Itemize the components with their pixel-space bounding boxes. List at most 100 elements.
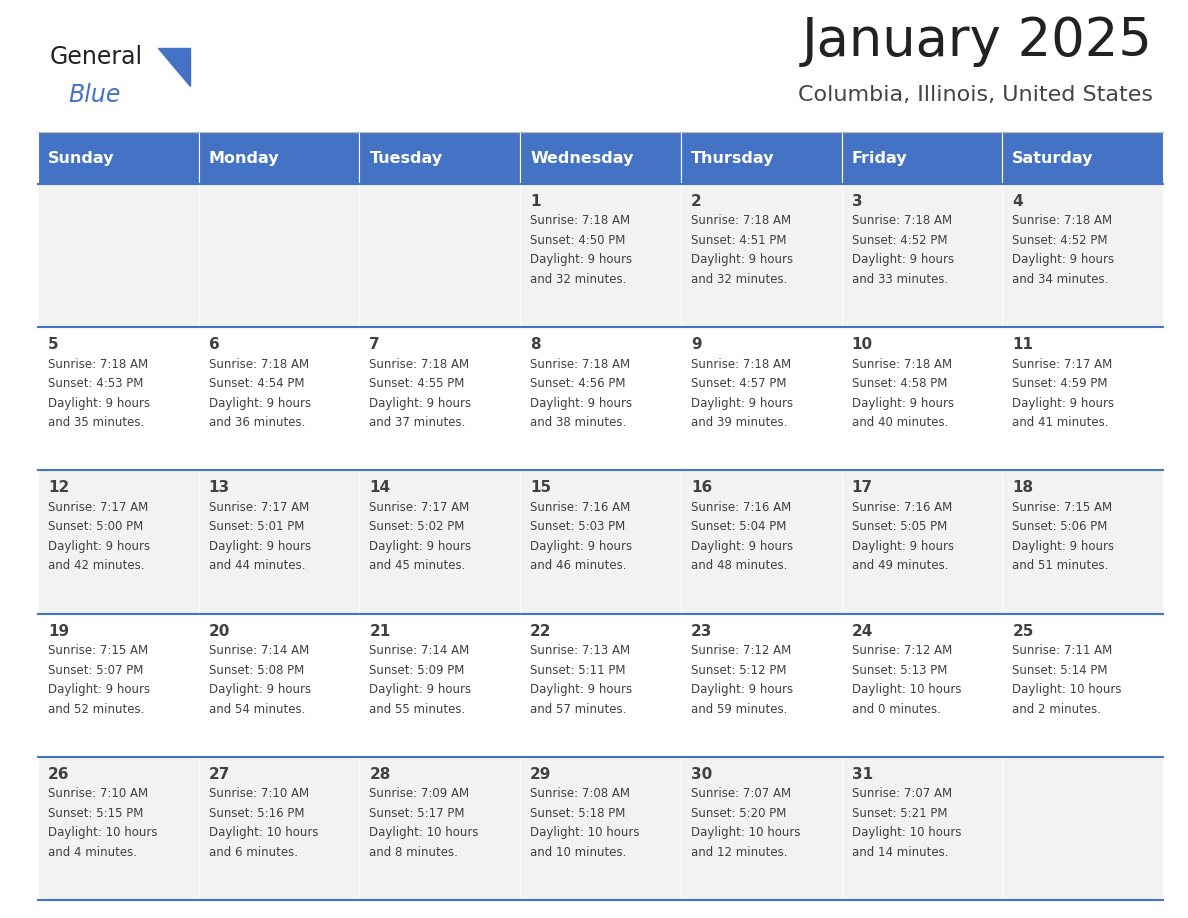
Text: Sunset: 4:52 PM: Sunset: 4:52 PM xyxy=(1012,234,1107,247)
Text: Daylight: 10 hours: Daylight: 10 hours xyxy=(530,826,639,839)
Text: Wednesday: Wednesday xyxy=(530,151,633,165)
Text: Daylight: 9 hours: Daylight: 9 hours xyxy=(209,540,311,553)
Text: Sunset: 5:07 PM: Sunset: 5:07 PM xyxy=(48,664,144,677)
Text: Daylight: 10 hours: Daylight: 10 hours xyxy=(209,826,318,839)
Text: Sunset: 4:56 PM: Sunset: 4:56 PM xyxy=(530,377,626,390)
Bar xyxy=(198,132,360,184)
Text: 19: 19 xyxy=(48,623,69,639)
Text: Sunset: 5:02 PM: Sunset: 5:02 PM xyxy=(369,521,465,533)
Bar xyxy=(841,756,1003,900)
Text: January 2025: January 2025 xyxy=(802,15,1154,67)
Text: Sunrise: 7:16 AM: Sunrise: 7:16 AM xyxy=(691,501,791,514)
Text: Daylight: 9 hours: Daylight: 9 hours xyxy=(852,253,954,266)
Text: Daylight: 9 hours: Daylight: 9 hours xyxy=(369,397,472,409)
Text: Daylight: 9 hours: Daylight: 9 hours xyxy=(1012,540,1114,553)
Text: Sunrise: 7:18 AM: Sunrise: 7:18 AM xyxy=(369,358,469,371)
Bar xyxy=(681,132,841,184)
Text: Sunset: 4:58 PM: Sunset: 4:58 PM xyxy=(852,377,947,390)
Text: Sunset: 5:17 PM: Sunset: 5:17 PM xyxy=(369,807,465,820)
Text: Sunrise: 7:15 AM: Sunrise: 7:15 AM xyxy=(48,644,148,657)
Text: 23: 23 xyxy=(691,623,713,639)
Text: Sunrise: 7:18 AM: Sunrise: 7:18 AM xyxy=(1012,215,1112,228)
Text: Daylight: 9 hours: Daylight: 9 hours xyxy=(209,683,311,696)
Text: Daylight: 10 hours: Daylight: 10 hours xyxy=(691,826,801,839)
Text: Sunset: 4:53 PM: Sunset: 4:53 PM xyxy=(48,377,144,390)
Text: Sunrise: 7:17 AM: Sunrise: 7:17 AM xyxy=(209,501,309,514)
Bar xyxy=(520,327,681,470)
Text: Columbia, Illinois, United States: Columbia, Illinois, United States xyxy=(798,85,1154,105)
Bar xyxy=(1003,327,1163,470)
Bar xyxy=(360,613,520,756)
Bar xyxy=(198,470,360,613)
Text: Daylight: 9 hours: Daylight: 9 hours xyxy=(691,253,792,266)
Text: 14: 14 xyxy=(369,480,391,496)
Text: and 2 minutes.: and 2 minutes. xyxy=(1012,702,1101,715)
Bar xyxy=(360,132,520,184)
Text: and 49 minutes.: and 49 minutes. xyxy=(852,559,948,573)
Text: 17: 17 xyxy=(852,480,873,496)
Bar xyxy=(1003,470,1163,613)
Text: Daylight: 10 hours: Daylight: 10 hours xyxy=(48,826,158,839)
Text: Sunrise: 7:18 AM: Sunrise: 7:18 AM xyxy=(852,215,952,228)
Text: Daylight: 9 hours: Daylight: 9 hours xyxy=(209,397,311,409)
Bar xyxy=(360,470,520,613)
Text: Sunrise: 7:14 AM: Sunrise: 7:14 AM xyxy=(369,644,469,657)
Text: Sunset: 5:13 PM: Sunset: 5:13 PM xyxy=(852,664,947,677)
Text: and 38 minutes.: and 38 minutes. xyxy=(530,416,626,430)
Text: 22: 22 xyxy=(530,623,551,639)
Text: 2: 2 xyxy=(691,194,702,209)
Bar xyxy=(1003,613,1163,756)
Text: Sunrise: 7:14 AM: Sunrise: 7:14 AM xyxy=(209,644,309,657)
Text: 11: 11 xyxy=(1012,337,1034,353)
Bar xyxy=(520,132,681,184)
Text: Daylight: 9 hours: Daylight: 9 hours xyxy=(48,683,150,696)
Bar xyxy=(360,184,520,327)
Text: Daylight: 9 hours: Daylight: 9 hours xyxy=(530,253,632,266)
Text: 13: 13 xyxy=(209,480,229,496)
Text: 10: 10 xyxy=(852,337,873,353)
Bar xyxy=(520,184,681,327)
Text: Sunrise: 7:15 AM: Sunrise: 7:15 AM xyxy=(1012,501,1112,514)
Text: Sunset: 5:08 PM: Sunset: 5:08 PM xyxy=(209,664,304,677)
Bar xyxy=(841,327,1003,470)
Bar xyxy=(198,184,360,327)
Text: and 10 minutes.: and 10 minutes. xyxy=(530,845,626,858)
Text: Daylight: 9 hours: Daylight: 9 hours xyxy=(691,397,792,409)
Text: and 41 minutes.: and 41 minutes. xyxy=(1012,416,1108,430)
Text: Sunset: 4:52 PM: Sunset: 4:52 PM xyxy=(852,234,947,247)
Text: Sunrise: 7:08 AM: Sunrise: 7:08 AM xyxy=(530,788,630,800)
Text: Sunday: Sunday xyxy=(48,151,114,165)
Text: Daylight: 9 hours: Daylight: 9 hours xyxy=(1012,253,1114,266)
Text: and 6 minutes.: and 6 minutes. xyxy=(209,845,298,858)
Text: Sunset: 5:18 PM: Sunset: 5:18 PM xyxy=(530,807,626,820)
Text: 7: 7 xyxy=(369,337,380,353)
Text: 12: 12 xyxy=(48,480,69,496)
Bar xyxy=(38,327,198,470)
Text: Sunrise: 7:18 AM: Sunrise: 7:18 AM xyxy=(691,358,791,371)
Text: Sunset: 5:01 PM: Sunset: 5:01 PM xyxy=(209,521,304,533)
Text: Sunset: 5:06 PM: Sunset: 5:06 PM xyxy=(1012,521,1107,533)
Text: Daylight: 9 hours: Daylight: 9 hours xyxy=(48,397,150,409)
Text: Sunrise: 7:18 AM: Sunrise: 7:18 AM xyxy=(530,215,631,228)
Text: Daylight: 9 hours: Daylight: 9 hours xyxy=(1012,397,1114,409)
Text: and 32 minutes.: and 32 minutes. xyxy=(691,273,788,286)
Text: Sunrise: 7:13 AM: Sunrise: 7:13 AM xyxy=(530,644,631,657)
Bar xyxy=(681,613,841,756)
Bar xyxy=(520,756,681,900)
Text: Blue: Blue xyxy=(68,83,120,107)
Text: 24: 24 xyxy=(852,623,873,639)
Text: Sunset: 5:11 PM: Sunset: 5:11 PM xyxy=(530,664,626,677)
Text: Sunset: 5:21 PM: Sunset: 5:21 PM xyxy=(852,807,947,820)
Text: Sunrise: 7:10 AM: Sunrise: 7:10 AM xyxy=(48,788,148,800)
Text: Daylight: 9 hours: Daylight: 9 hours xyxy=(369,540,472,553)
Text: and 14 minutes.: and 14 minutes. xyxy=(852,845,948,858)
Text: Tuesday: Tuesday xyxy=(369,151,443,165)
Bar xyxy=(681,470,841,613)
Text: 1: 1 xyxy=(530,194,541,209)
Text: 5: 5 xyxy=(48,337,58,353)
Bar xyxy=(198,327,360,470)
Text: 28: 28 xyxy=(369,767,391,782)
Text: and 8 minutes.: and 8 minutes. xyxy=(369,845,459,858)
Text: Sunset: 5:04 PM: Sunset: 5:04 PM xyxy=(691,521,786,533)
Text: and 12 minutes.: and 12 minutes. xyxy=(691,845,788,858)
